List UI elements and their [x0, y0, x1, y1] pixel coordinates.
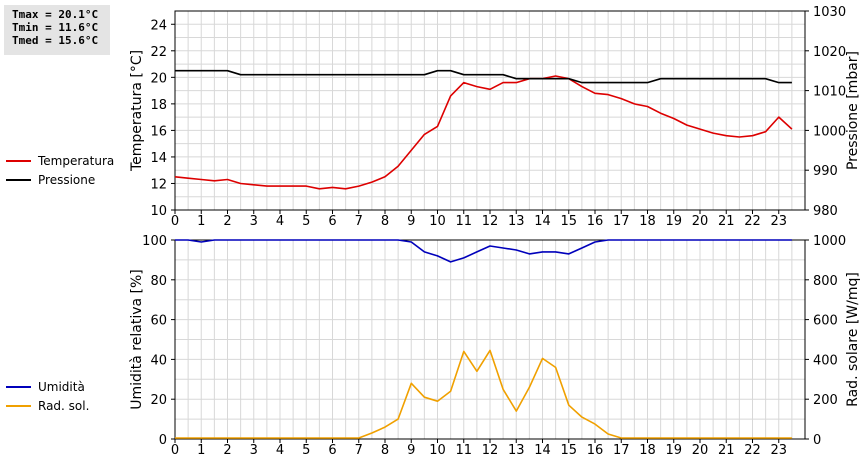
panel2-x-tick-label: 1 — [197, 443, 205, 458]
panel2-x-tick-label: 7 — [355, 443, 363, 458]
panel2-series-humidity-line — [175, 239, 792, 263]
panel1-x-tick-label: 21 — [718, 214, 735, 229]
panel2-y2-tick-label: 400 — [813, 353, 838, 368]
panel1-y-tick-label: 12 — [150, 177, 167, 192]
panel2-y2-tick-label: 0 — [813, 433, 821, 448]
panel2-x-tick-label: 14 — [534, 443, 551, 458]
panel2-x-tick-label: 10 — [429, 443, 446, 458]
panel1-series-pressure-line — [175, 69, 792, 84]
panel1-x-tick-label: 16 — [587, 214, 604, 229]
panel2-x-tick-label: 4 — [276, 443, 284, 458]
panel1-y2-tick-label: 980 — [813, 204, 838, 219]
panel2-y-tick-label: 40 — [150, 353, 167, 368]
panel2-y-tick-label: 60 — [150, 314, 167, 329]
panel2-x-tick-label: 15 — [560, 443, 577, 458]
panel1-x-tick-label: 2 — [223, 214, 231, 229]
panel2-y2-axis-label: Rad. solare [W/mq] — [845, 272, 860, 407]
panel1-y-tick-label: 22 — [150, 45, 167, 60]
panel2-x-tick-label: 17 — [613, 443, 630, 458]
panel2-x-tick-label: 8 — [381, 443, 389, 458]
panel1-x-tick-label: 4 — [276, 214, 284, 229]
panel1-y2-tick-label: 1030 — [813, 5, 846, 20]
panel1-x-tick-label: 18 — [639, 214, 656, 229]
panel2-x-tick-label: 11 — [455, 443, 472, 458]
panel2-legend-radiation-label: Rad. sol. — [38, 399, 89, 413]
panel1-legend-pressure-label: Pressione — [38, 173, 95, 187]
panel1-x-tick-label: 12 — [482, 214, 499, 229]
panel1-x-tick-label: 19 — [665, 214, 682, 229]
panel2-x-tick-label: 20 — [692, 443, 709, 458]
panel1-x-tick-label: 1 — [197, 214, 205, 229]
panel2-series-radiation-line — [175, 349, 792, 439]
panel1-y-tick-label: 18 — [150, 98, 167, 113]
panel1-y-tick-label: 16 — [150, 124, 167, 139]
panel2-y-tick-label: 0 — [159, 433, 167, 448]
panel2-y-tick-label: 100 — [142, 234, 167, 249]
panel1-legend-temperature-label: Temperatura — [37, 154, 114, 168]
panel2-x-tick-label: 2 — [223, 443, 231, 458]
panel1-x-tick-label: 6 — [328, 214, 336, 229]
stats-box: Tmax = 20.1°C Tmin = 11.6°C Tmed = 15.6°… — [4, 5, 110, 55]
panel2-y-axis-label: Umidità relativa [%] — [129, 269, 145, 410]
panel1-x-tick-label: 13 — [508, 214, 525, 229]
panel2-x-tick-label: 3 — [250, 443, 258, 458]
panel1-y-axis-label: Temperatura [°C] — [129, 50, 145, 172]
panel2-x-tick-label: 13 — [508, 443, 525, 458]
panel1-x-tick-label: 22 — [744, 214, 761, 229]
panel1-y2-tick-label: 990 — [813, 164, 838, 179]
panel1-y2-tick-label: 1020 — [813, 45, 846, 60]
panel1-x-tick-label: 20 — [692, 214, 709, 229]
panel2-x-tick-label: 5 — [302, 443, 310, 458]
panel1-x-tick-label: 0 — [171, 214, 179, 229]
panel2-y-tick-label: 80 — [150, 274, 167, 289]
panel1-x-tick-label: 17 — [613, 214, 630, 229]
panel1-x-tick-label: 9 — [407, 214, 415, 229]
panel1-y-tick-label: 20 — [150, 71, 167, 86]
panel1-y2-tick-label: 1000 — [813, 124, 846, 139]
panel1-y-tick-label: 10 — [150, 204, 167, 219]
panel2-x-tick-label: 6 — [328, 443, 336, 458]
panel1-x-tick-label: 23 — [770, 214, 787, 229]
panel2-x-tick-label: 21 — [718, 443, 735, 458]
panel2-y2-tick-label: 600 — [813, 314, 838, 329]
panel2-x-tick-label: 18 — [639, 443, 656, 458]
panel1-y-tick-label: 24 — [150, 18, 167, 33]
panel1-series-temperature-line — [174, 75, 793, 190]
panel2-x-tick-label: 12 — [482, 443, 499, 458]
tmax-label: Tmax = 20.1°C — [12, 8, 99, 21]
panel1-y-tick-label: 14 — [150, 151, 167, 166]
panel2-x-tick-label: 23 — [770, 443, 787, 458]
tmed-label: Tmed = 15.6°C — [12, 34, 99, 47]
panel2-y2-tick-label: 200 — [813, 393, 838, 408]
panel1-x-tick-label: 5 — [302, 214, 310, 229]
panel1-x-tick-label: 7 — [355, 214, 363, 229]
panel1-x-tick-label: 8 — [381, 214, 389, 229]
panel2-x-tick-label: 0 — [171, 443, 179, 458]
panel2-y-tick-label: 20 — [150, 393, 167, 408]
panel1-x-tick-label: 15 — [560, 214, 577, 229]
panel1-x-tick-label: 14 — [534, 214, 551, 229]
panel1-x-tick-label: 3 — [250, 214, 258, 229]
panel2-x-tick-label: 9 — [407, 443, 415, 458]
panel1-x-tick-label: 11 — [455, 214, 472, 229]
panel1-x-tick-label: 10 — [429, 214, 446, 229]
panel2-x-tick-label: 22 — [744, 443, 761, 458]
panel2-x-tick-label: 16 — [587, 443, 604, 458]
panel1-y2-tick-label: 1010 — [813, 85, 846, 100]
panel1-y2-axis-label: Pressione [mbar] — [845, 51, 860, 170]
panel2-y2-tick-label: 800 — [813, 274, 838, 289]
panel2-x-tick-label: 19 — [665, 443, 682, 458]
panel2-y2-tick-label: 1000 — [813, 234, 846, 249]
panel2-legend-humidity-label: Umidità — [38, 380, 85, 394]
tmin-label: Tmin = 11.6°C — [12, 21, 99, 34]
